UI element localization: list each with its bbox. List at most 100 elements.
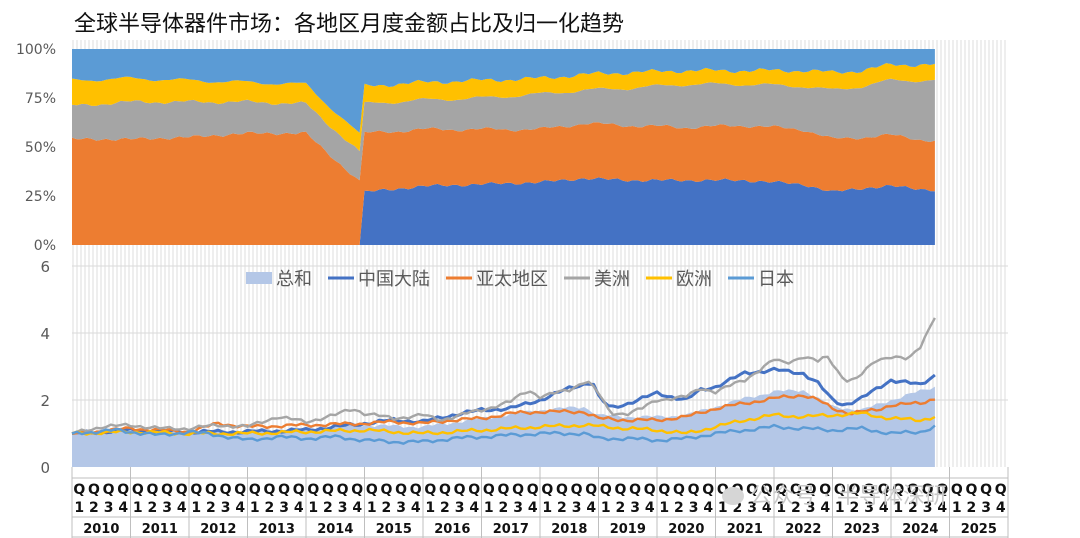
quarter-number-label: 1 bbox=[191, 500, 201, 516]
quarter-number-label: 2 bbox=[557, 500, 567, 516]
quarter-number-label: 3 bbox=[572, 500, 582, 516]
quarter-prefix-label: Q bbox=[410, 482, 422, 498]
quarter-number-label: 4 bbox=[937, 500, 947, 516]
quarter-number-label: 1 bbox=[308, 500, 318, 516]
year-label: 2019 bbox=[610, 522, 646, 537]
top-ytick-label: 100% bbox=[16, 42, 56, 58]
year-label: 2015 bbox=[376, 522, 412, 537]
quarter-prefix-label: Q bbox=[761, 482, 773, 498]
quarter-number-label: 1 bbox=[133, 500, 143, 516]
quarter-prefix-label: Q bbox=[688, 482, 700, 498]
quarter-number-label: 1 bbox=[484, 500, 494, 516]
year-label: 2025 bbox=[961, 522, 997, 537]
watermark-text: 公众号 · 半导体深研 bbox=[750, 484, 947, 509]
series-line-apac bbox=[71, 394, 935, 435]
quarter-prefix-label: Q bbox=[103, 482, 115, 498]
quarter-number-label: 3 bbox=[864, 500, 874, 516]
quarter-number-label: 4 bbox=[762, 500, 772, 516]
year-label: 2020 bbox=[668, 522, 704, 537]
quarter-number-label: 3 bbox=[396, 500, 406, 516]
quarter-prefix-label: Q bbox=[234, 482, 246, 498]
top-ytick-label: 0% bbox=[34, 238, 56, 254]
quarter-prefix-label: Q bbox=[805, 482, 817, 498]
quarter-prefix-label: Q bbox=[424, 482, 436, 498]
quarter-prefix-label: Q bbox=[351, 482, 363, 498]
quarter-number-label: 2 bbox=[674, 500, 684, 516]
area-series-europe bbox=[72, 63, 935, 152]
top-ytick-label: 75% bbox=[25, 91, 56, 107]
year-label: 2016 bbox=[434, 522, 470, 537]
quarter-prefix-label: Q bbox=[132, 482, 144, 498]
quarter-number-label: 4 bbox=[703, 500, 713, 516]
year-label: 2012 bbox=[200, 522, 236, 537]
quarter-number-label: 1 bbox=[74, 500, 84, 516]
bottom-ytick-label: 2 bbox=[40, 392, 50, 410]
legend-label: 美洲 bbox=[594, 269, 630, 290]
quarter-number-label: 2 bbox=[382, 500, 392, 516]
area-series-china bbox=[72, 177, 935, 245]
top-ytick-label: 50% bbox=[25, 140, 56, 156]
year-label: 2021 bbox=[727, 522, 763, 537]
quarter-prefix-label: Q bbox=[366, 482, 378, 498]
series-line-europe bbox=[71, 411, 936, 437]
quarter-prefix-label: Q bbox=[965, 482, 977, 498]
quarter-number-label: 1 bbox=[250, 500, 260, 516]
quarter-prefix-label: Q bbox=[249, 482, 261, 498]
quarter-number-label: 2 bbox=[265, 500, 275, 516]
series-line-japan bbox=[71, 423, 936, 445]
quarter-prefix-label: Q bbox=[936, 482, 948, 498]
quarter-prefix-label: Q bbox=[307, 482, 319, 498]
quarter-number-label: 4 bbox=[352, 500, 362, 516]
quarter-prefix-label: Q bbox=[263, 482, 275, 498]
year-label: 2022 bbox=[785, 522, 821, 537]
legend-label: 欧洲 bbox=[676, 269, 712, 290]
quarter-prefix-label: Q bbox=[439, 482, 451, 498]
year-label: 2011 bbox=[142, 522, 178, 537]
quarter-number-label: 3 bbox=[221, 500, 231, 516]
quarter-prefix-label: Q bbox=[980, 482, 992, 498]
quarter-prefix-label: Q bbox=[73, 482, 85, 498]
quarter-prefix-label: Q bbox=[512, 482, 524, 498]
quarter-number-label: 4 bbox=[469, 500, 479, 516]
quarter-prefix-label: Q bbox=[585, 482, 597, 498]
quarter-number-label: 4 bbox=[235, 500, 245, 516]
chart-title: 全球半导体器件市场：各地区月度金额占比及归一化趋势 bbox=[74, 12, 625, 37]
watermark: 公众号 · 半导体深研 bbox=[722, 478, 947, 510]
year-label: 2018 bbox=[551, 522, 587, 537]
quarter-prefix-label: Q bbox=[380, 482, 392, 498]
quarter-prefix-label: Q bbox=[848, 482, 860, 498]
quarter-prefix-label: Q bbox=[834, 482, 846, 498]
quarter-prefix-label: Q bbox=[644, 482, 656, 498]
quarter-prefix-label: Q bbox=[600, 482, 612, 498]
quarter-number-label: 3 bbox=[162, 500, 172, 516]
quarter-prefix-label: Q bbox=[951, 482, 963, 498]
year-label: 2024 bbox=[902, 522, 938, 537]
quarter-prefix-label: Q bbox=[571, 482, 583, 498]
quarter-prefix-label: Q bbox=[629, 482, 641, 498]
quarter-prefix-label: Q bbox=[878, 482, 890, 498]
quarter-number-label: 3 bbox=[338, 500, 348, 516]
legend-label: 总和 bbox=[276, 269, 312, 290]
quarter-number-label: 1 bbox=[776, 500, 786, 516]
quarter-number-label: 4 bbox=[177, 500, 187, 516]
quarter-prefix-label: Q bbox=[658, 482, 670, 498]
quarter-prefix-label: Q bbox=[176, 482, 188, 498]
quarter-prefix-label: Q bbox=[614, 482, 626, 498]
quarter-prefix-label: Q bbox=[556, 482, 568, 498]
quarter-number-label: 2 bbox=[89, 500, 99, 516]
legend-label: 亚太地区 bbox=[476, 269, 548, 290]
year-label: 2010 bbox=[83, 522, 119, 537]
quarter-prefix-label: Q bbox=[907, 482, 919, 498]
quarter-number-label: 4 bbox=[879, 500, 889, 516]
quarter-number-label: 4 bbox=[645, 500, 655, 516]
quarter-prefix-label: Q bbox=[322, 482, 334, 498]
quarter-number-label: 3 bbox=[104, 500, 114, 516]
quarter-number-label: 2 bbox=[850, 500, 860, 516]
quarter-number-label: 3 bbox=[747, 500, 757, 516]
legend-label: 中国大陆 bbox=[358, 269, 430, 290]
quarter-number-label: 3 bbox=[513, 500, 523, 516]
quarter-number-label: 2 bbox=[908, 500, 918, 516]
quarter-number-label: 4 bbox=[528, 500, 538, 516]
quarter-prefix-label: Q bbox=[293, 482, 305, 498]
